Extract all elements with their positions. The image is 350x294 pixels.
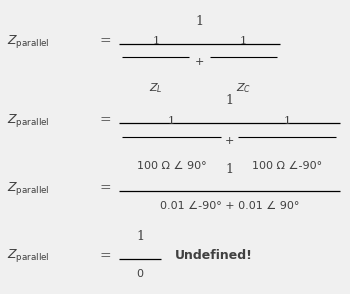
- Text: 1: 1: [225, 94, 233, 107]
- Text: 0: 0: [136, 269, 144, 279]
- Text: 1: 1: [168, 116, 175, 126]
- Text: 1: 1: [136, 230, 144, 243]
- Text: =: =: [99, 34, 111, 48]
- Text: 1: 1: [225, 163, 233, 176]
- Text: $Z_L$: $Z_L$: [149, 81, 163, 95]
- Text: Undefined!: Undefined!: [175, 249, 253, 262]
- Text: +: +: [195, 57, 204, 67]
- Text: 0.01 ∠-90° + 0.01 ∠ 90°: 0.01 ∠-90° + 0.01 ∠ 90°: [160, 201, 299, 211]
- Text: 1: 1: [196, 15, 203, 28]
- Text: $Z_C$: $Z_C$: [236, 81, 251, 95]
- Text: 1: 1: [240, 36, 247, 46]
- Text: 100 Ω ∠ 90°: 100 Ω ∠ 90°: [137, 161, 206, 171]
- Text: $Z_{\mathrm{parallel}}$: $Z_{\mathrm{parallel}}$: [7, 180, 50, 197]
- Text: $Z_{\mathrm{parallel}}$: $Z_{\mathrm{parallel}}$: [7, 112, 50, 129]
- Text: $Z_{\mathrm{parallel}}$: $Z_{\mathrm{parallel}}$: [7, 247, 50, 264]
- Text: =: =: [99, 113, 111, 128]
- Text: 1: 1: [152, 36, 159, 46]
- Text: =: =: [99, 181, 111, 195]
- Text: $Z_{\mathrm{parallel}}$: $Z_{\mathrm{parallel}}$: [7, 33, 50, 50]
- Text: +: +: [225, 136, 234, 146]
- Text: =: =: [99, 249, 111, 263]
- Text: 1: 1: [284, 116, 290, 126]
- Text: 100 Ω ∠-90°: 100 Ω ∠-90°: [252, 161, 322, 171]
